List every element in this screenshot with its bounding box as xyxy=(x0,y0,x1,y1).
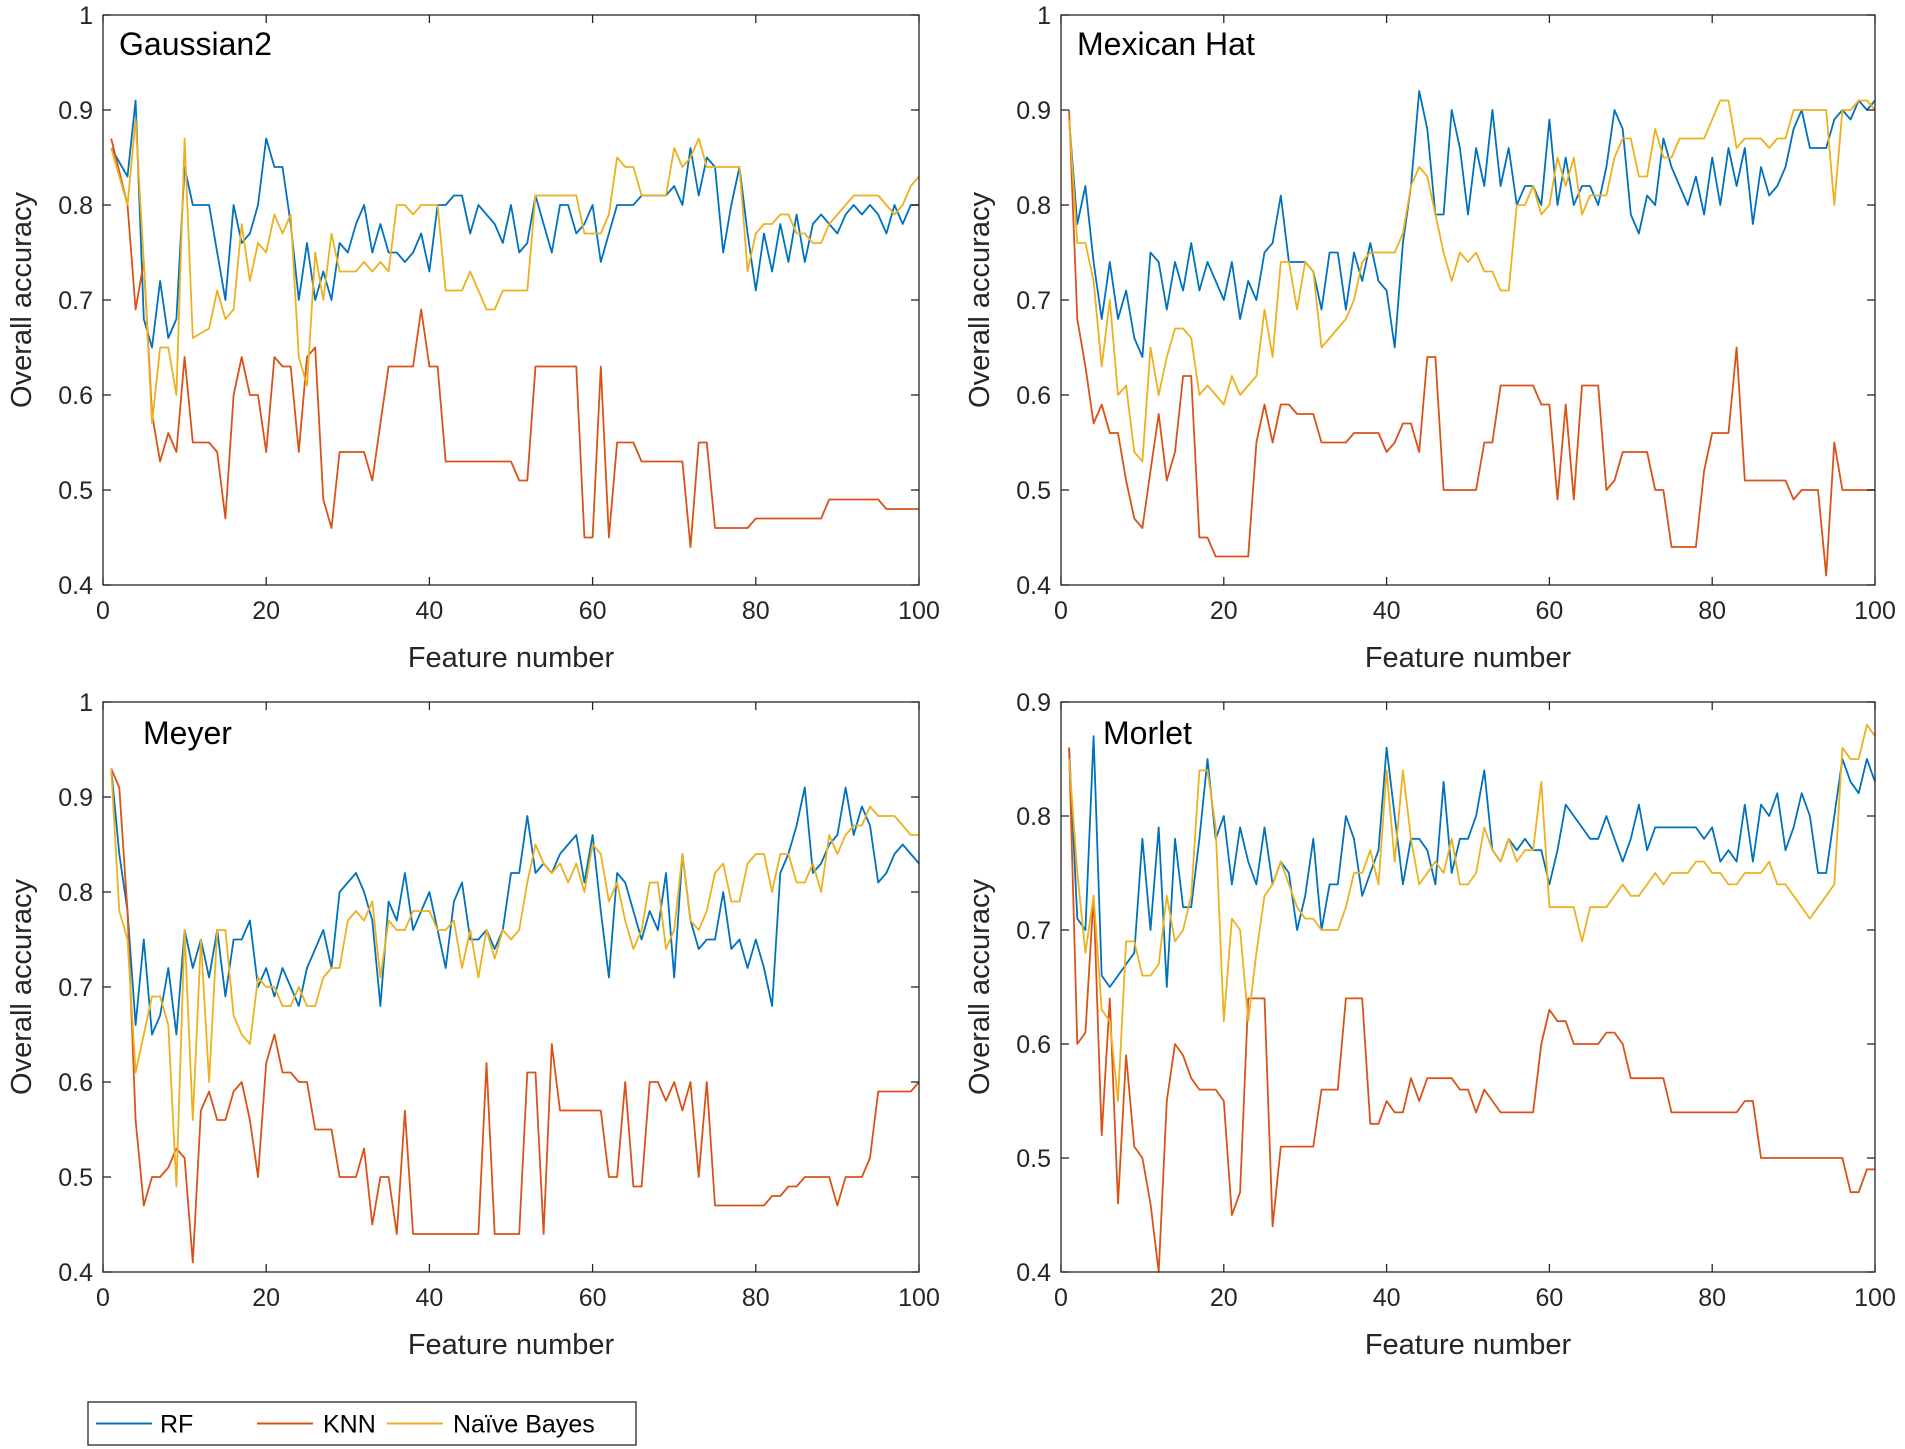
x-tick-label: 60 xyxy=(579,1284,607,1312)
panel-title: Gaussian2 xyxy=(119,26,272,62)
x-axis-label: Feature number xyxy=(1365,642,1572,674)
y-tick-label: 0.5 xyxy=(1016,1145,1051,1173)
x-tick-label: 80 xyxy=(742,1284,770,1312)
x-tick-label: 20 xyxy=(252,1284,280,1312)
y-axis-label: Overall accuracy xyxy=(6,879,38,1095)
panel-3: 0 20 40 60 80 100 0.4 0.5 0.6 0.7 0.8 0.9 Feature nu… xyxy=(964,689,1896,1361)
series-line-knn xyxy=(1068,747,1875,1273)
y-tick-label: 1 xyxy=(79,2,93,30)
x-tick-label: 100 xyxy=(1854,597,1896,625)
legend-label: Naïve Bayes xyxy=(453,1411,595,1439)
x-tick-label: 60 xyxy=(579,597,607,625)
legend-label: KNN xyxy=(323,1411,376,1439)
series-line-rf xyxy=(110,99,919,349)
series-line-na-ve-bayes xyxy=(1068,99,1876,463)
series-line-rf xyxy=(110,768,920,1036)
y-tick-label: 0.7 xyxy=(1016,287,1051,315)
panel-2: 0 20 40 60 80 100 0.4 0.5 0.6 0.7 0.8 0.9 1 Feature n… xyxy=(6,689,940,1361)
x-tick-label: 0 xyxy=(1054,597,1068,625)
x-tick-label: 20 xyxy=(252,597,280,625)
series-line-knn xyxy=(110,768,920,1264)
series-line-knn xyxy=(1068,109,1875,577)
legend: RF KNN Naïve Bayes xyxy=(87,1401,637,1446)
panel-title: Mexican Hat xyxy=(1077,26,1255,62)
x-tick-label: 100 xyxy=(898,1284,940,1312)
plot-area xyxy=(103,702,919,1272)
plot-area xyxy=(1061,702,1875,1272)
series-line-na-ve-bayes xyxy=(110,768,919,1188)
y-tick-label: 0.8 xyxy=(58,192,93,220)
y-tick-label: 0.7 xyxy=(1016,917,1051,945)
y-axis-label: Overall accuracy xyxy=(964,192,996,408)
y-tick-label: 0.6 xyxy=(1016,1031,1051,1059)
y-tick-label: 0.8 xyxy=(1016,803,1051,831)
series-line-rf xyxy=(1068,735,1876,988)
x-tick-label: 80 xyxy=(1698,597,1726,625)
y-axis-label: Overall accuracy xyxy=(964,879,996,1095)
y-tick-label: 1 xyxy=(1037,2,1051,30)
y-tick-label: 0.7 xyxy=(58,287,93,315)
y-tick-label: 0.9 xyxy=(58,97,93,125)
legend-label: RF xyxy=(160,1411,193,1439)
x-axis-label: Feature number xyxy=(408,642,615,674)
panel-title: Meyer xyxy=(143,715,232,751)
y-tick-label: 0.4 xyxy=(58,1259,93,1287)
axes-box xyxy=(1060,701,1876,1273)
y-tick-label: 0.6 xyxy=(1016,382,1051,410)
series-line-na-ve-bayes xyxy=(1068,723,1876,1102)
series-lines xyxy=(110,768,920,1264)
y-tick-label: 0.9 xyxy=(1016,97,1051,125)
y-tick-label: 0.4 xyxy=(1016,572,1051,600)
x-tick-label: 0 xyxy=(1054,1284,1068,1312)
x-tick-label: 0 xyxy=(96,597,110,625)
x-axis-label: Feature number xyxy=(408,1329,615,1361)
y-tick-label: 0.5 xyxy=(1016,477,1051,505)
x-axis-label: Feature number xyxy=(1365,1329,1572,1361)
panel-title: Morlet xyxy=(1103,715,1192,751)
y-tick-label: 0.5 xyxy=(58,1164,93,1192)
y-tick-label: 0.8 xyxy=(58,879,93,907)
x-tick-label: 60 xyxy=(1535,597,1563,625)
y-tick-label: 0.5 xyxy=(58,477,93,505)
x-tick-label: 100 xyxy=(1854,1284,1896,1312)
x-tick-label: 60 xyxy=(1535,1284,1563,1312)
y-tick-label: 0.9 xyxy=(58,784,93,812)
y-tick-label: 0.4 xyxy=(1016,1259,1051,1287)
plot-area xyxy=(1061,15,1875,585)
y-tick-label: 0.9 xyxy=(1016,689,1051,717)
y-tick-label: 0.7 xyxy=(58,974,93,1002)
series-lines xyxy=(1068,723,1876,1273)
x-tick-label: 80 xyxy=(742,597,770,625)
x-tick-label: 0 xyxy=(96,1284,110,1312)
series-lines xyxy=(1068,90,1876,577)
y-tick-label: 0.6 xyxy=(58,382,93,410)
y-tick-label: 1 xyxy=(79,689,93,717)
y-tick-label: 0.6 xyxy=(58,1069,93,1097)
series-lines xyxy=(110,99,920,548)
x-tick-label: 100 xyxy=(898,597,940,625)
panel-0: 0 20 40 60 80 100 0.4 0.5 0.6 0.7 0.8 0.9 1 Feature n… xyxy=(6,2,940,674)
x-tick-label: 40 xyxy=(1373,597,1401,625)
legend-box xyxy=(87,1401,637,1446)
y-tick-label: 0.4 xyxy=(58,572,93,600)
x-tick-label: 40 xyxy=(415,597,443,625)
series-line-knn xyxy=(110,138,919,548)
series-line-na-ve-bayes xyxy=(110,118,920,425)
panel-1: 0 20 40 60 80 100 0.4 0.5 0.6 0.7 0.8 0.9 1 Feature n… xyxy=(964,2,1896,674)
x-tick-label: 20 xyxy=(1210,597,1238,625)
y-axis-label: Overall accuracy xyxy=(6,192,38,408)
x-tick-label: 20 xyxy=(1210,1284,1238,1312)
series-line-rf xyxy=(1068,90,1876,358)
y-tick-label: 0.8 xyxy=(1016,192,1051,220)
x-tick-label: 80 xyxy=(1698,1284,1726,1312)
plot-area xyxy=(103,15,919,585)
x-tick-label: 40 xyxy=(415,1284,443,1312)
x-tick-label: 40 xyxy=(1373,1284,1401,1312)
